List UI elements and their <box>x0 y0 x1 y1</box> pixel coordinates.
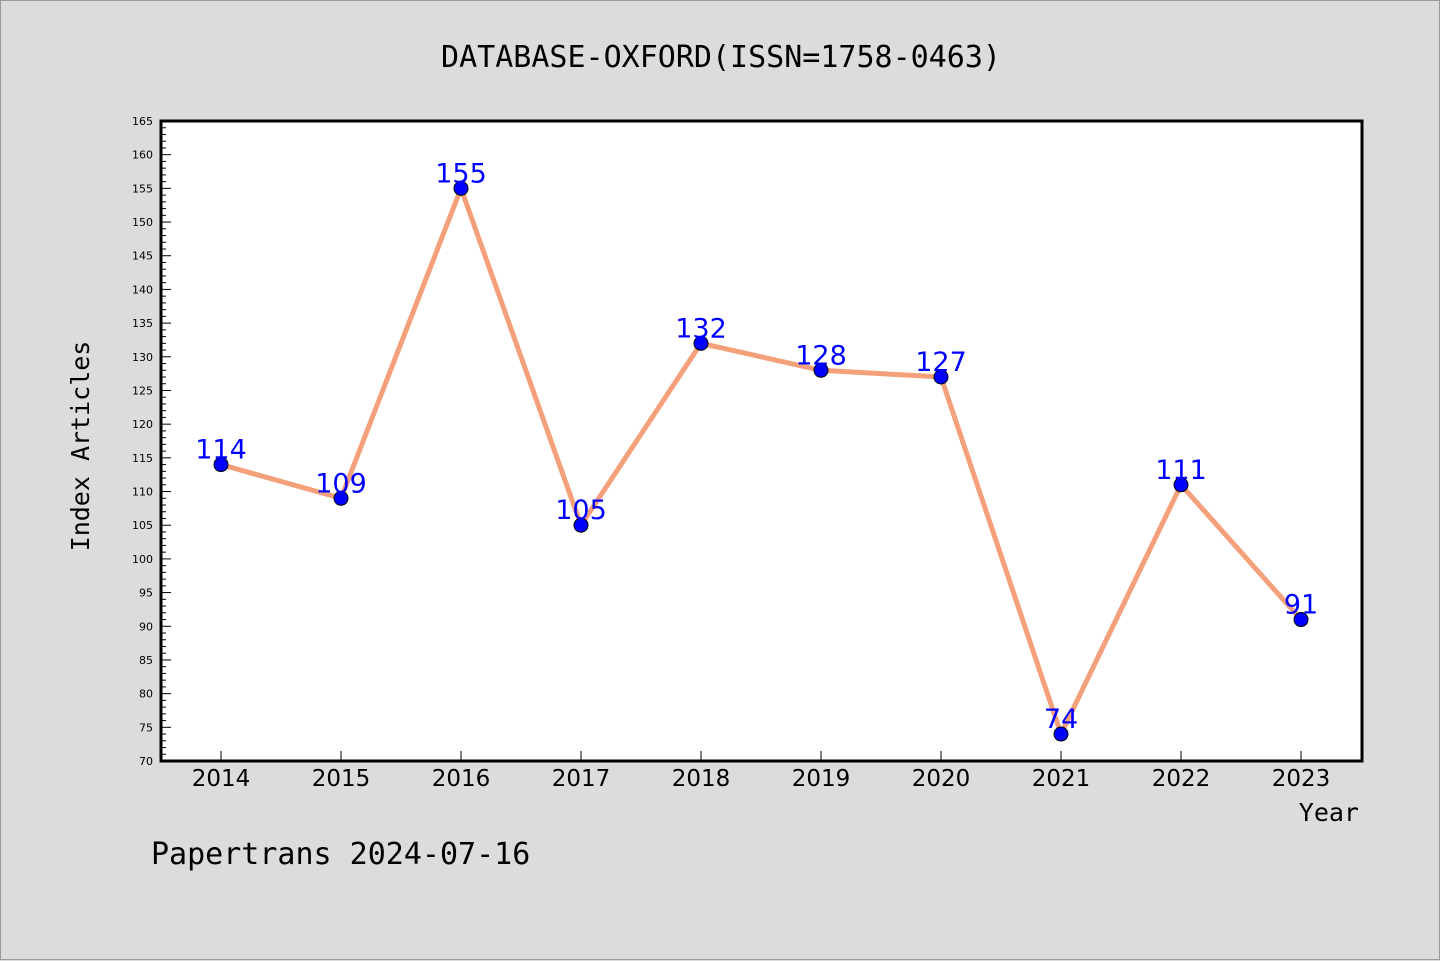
y-tick-label: 75 <box>139 721 153 734</box>
y-tick-label: 115 <box>132 452 153 465</box>
y-tick-label: 135 <box>132 317 153 330</box>
x-tick-label: 2022 <box>1152 766 1211 792</box>
data-point <box>213 457 229 473</box>
data-point <box>453 180 469 196</box>
y-tick-label: 95 <box>139 587 153 600</box>
data-label: 105 <box>555 495 607 526</box>
data-label: 74 <box>1044 704 1078 735</box>
series-line <box>220 185 1303 737</box>
y-tick-label: 130 <box>132 351 153 364</box>
data-label: 114 <box>195 435 247 466</box>
y-tick-label: 85 <box>139 654 153 667</box>
data-point <box>573 517 589 533</box>
data-point <box>933 369 949 385</box>
data-point <box>813 362 829 378</box>
data-label: 132 <box>675 313 727 344</box>
data-label: 91 <box>1284 590 1318 621</box>
x-axis: 2014 2015 2016 2017 2018 2019 2020 2021 2022 2023 <box>192 751 1331 792</box>
data-label: 155 <box>435 158 487 189</box>
y-axis-label: Index Articles <box>66 341 95 552</box>
plot-area <box>159 119 1364 763</box>
data-label: 127 <box>915 347 967 378</box>
y-tick-label: 100 <box>132 553 153 566</box>
chart-title: DATABASE-OXFORD(ISSN=1758-0463) <box>441 40 1001 75</box>
series: 114 109 155 105 132 128 127 74 111 91 <box>195 158 1318 742</box>
y-tick-label: 70 <box>139 755 153 768</box>
x-tick-label: 2019 <box>792 766 851 792</box>
data-point <box>333 490 349 506</box>
y-tick-label: 110 <box>132 486 153 499</box>
x-tick-label: 2017 <box>552 766 611 792</box>
data-point <box>1173 477 1189 493</box>
footer-text: Papertrans 2024-07-16 <box>151 837 530 872</box>
x-axis-label: Year <box>1299 798 1359 827</box>
x-tick-label: 2018 <box>672 766 731 792</box>
x-tick-label: 2023 <box>1272 766 1331 792</box>
y-tick-label: 120 <box>132 418 153 431</box>
y-tick-label: 140 <box>132 283 153 296</box>
y-tick-label: 150 <box>132 216 153 229</box>
y-tick-label: 90 <box>139 620 153 633</box>
x-tick-label: 2020 <box>912 766 971 792</box>
data-label: 111 <box>1155 455 1207 486</box>
x-tick-label: 2016 <box>432 766 491 792</box>
y-axis: 70 75 80 85 90 95 100 105 110 115 120 125 130 135 140 1… <box>132 115 171 768</box>
x-tick-label: 2014 <box>192 766 251 792</box>
data-label: 109 <box>315 468 367 499</box>
y-tick-label: 105 <box>132 519 153 532</box>
y-tick-label: 125 <box>132 384 153 397</box>
data-point <box>1053 726 1069 742</box>
y-tick-label: 160 <box>132 149 153 162</box>
y-tick-label: 80 <box>139 688 153 701</box>
x-tick-label: 2015 <box>312 766 371 792</box>
y-tick-label: 155 <box>132 182 153 195</box>
x-tick-label: 2021 <box>1032 766 1091 792</box>
data-label: 128 <box>795 340 847 371</box>
data-point <box>693 335 709 351</box>
data-point <box>1293 612 1309 628</box>
y-tick-label: 165 <box>132 115 153 128</box>
y-tick-label: 145 <box>132 250 153 263</box>
